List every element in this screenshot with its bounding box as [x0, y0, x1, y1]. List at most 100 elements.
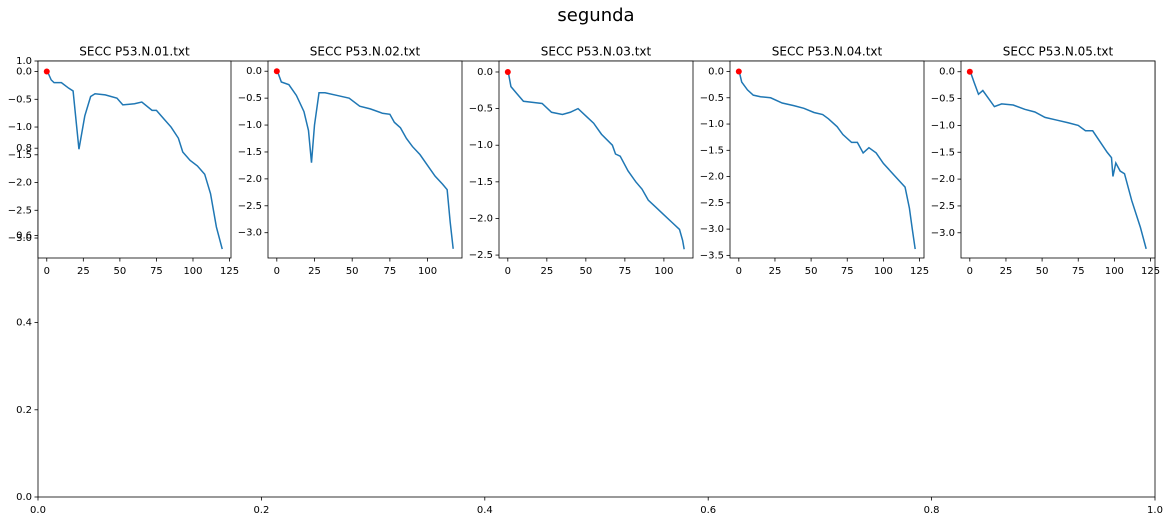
subplot-title: SECC P53.N.03.txt: [541, 45, 652, 59]
y-tick-label: −0.5: [238, 93, 262, 104]
y-tick-label: −1.5: [700, 145, 724, 156]
x-tick-label: 50: [114, 266, 127, 277]
plot-background: [961, 61, 1155, 258]
y-tick-label: −3.0: [931, 228, 955, 239]
y-tick-label: −1.0: [8, 122, 32, 133]
marker: [504, 68, 511, 75]
x-tick-label: 75: [619, 266, 632, 277]
x-tick-label: 0: [44, 266, 50, 277]
y-tick-label: 0.0: [16, 492, 32, 503]
line: [738, 69, 916, 250]
y-tick-label: 0.2: [16, 405, 32, 416]
y-tick-label: 0.0: [246, 66, 262, 77]
subplot-title: SECC P53.N.05.txt: [1003, 45, 1114, 59]
x-tick-label: 0: [274, 266, 280, 277]
x-tick-label: 100: [183, 266, 202, 277]
plot-background: [38, 61, 231, 258]
y-tick-label: −1.5: [931, 147, 955, 158]
marker: [735, 68, 742, 75]
x-tick-label: 75: [1072, 266, 1085, 277]
x-tick-label: 0: [967, 266, 973, 277]
x-tick-label: 0.4: [477, 505, 493, 516]
y-tick-label: −1.0: [931, 120, 955, 131]
y-tick-label: −1.5: [8, 150, 32, 161]
line: [276, 69, 454, 249]
y-tick-label: −3.0: [8, 233, 32, 244]
x-tick-label: 25: [77, 266, 90, 277]
x-tick-label: 25: [540, 266, 553, 277]
y-tick-label: 0.0: [477, 67, 493, 78]
x-tick-label: 50: [579, 266, 592, 277]
x-tick-label: 125: [910, 266, 929, 277]
line: [969, 69, 1147, 250]
plot-frame: [37, 60, 232, 259]
y-tick-label: −1.0: [700, 119, 724, 130]
y-tick-label: −2.5: [931, 201, 955, 212]
x-tick-label: 75: [384, 266, 397, 277]
x-tick-label: 0: [736, 266, 742, 277]
plot-background: [499, 61, 693, 258]
y-tick-label: −2.5: [238, 201, 262, 212]
x-tick-label: 100: [654, 266, 673, 277]
plot-background: [730, 61, 924, 258]
x-tick-label: 25: [308, 266, 321, 277]
y-tick-label: 0.8: [16, 143, 32, 154]
plot-frame: [960, 60, 1156, 259]
x-tick-label: 25: [1000, 266, 1013, 277]
y-tick-label: −2.0: [700, 172, 724, 183]
x-tick-label: 0.6: [700, 505, 716, 516]
marker: [273, 68, 280, 75]
y-tick-label: 0.6: [16, 230, 32, 241]
y-tick-label: −0.5: [931, 94, 955, 105]
x-tick-label: 50: [346, 266, 359, 277]
x-tick-label: 0: [505, 266, 511, 277]
x-tick-label: 0.8: [924, 505, 940, 516]
x-tick-label: 75: [150, 266, 163, 277]
y-tick-label: −3.0: [238, 228, 262, 239]
subplot-title: SECC P53.N.02.txt: [310, 45, 421, 59]
y-tick-label: −0.5: [8, 94, 32, 105]
x-tick-label: 100: [1105, 266, 1124, 277]
x-tick-label: 125: [1141, 266, 1160, 277]
y-tick-label: −2.0: [238, 174, 262, 185]
marker: [43, 68, 50, 75]
y-tick-label: −3.0: [700, 224, 724, 235]
x-tick-label: 1.0: [1147, 505, 1163, 516]
y-tick-label: −2.0: [469, 213, 493, 224]
y-tick-label: −0.5: [469, 104, 493, 115]
x-tick-label: 0.0: [30, 505, 46, 516]
plot-frame: [267, 60, 463, 259]
y-tick-label: −2.0: [8, 178, 32, 189]
y-tick-label: −2.5: [8, 205, 32, 216]
subplot-title: SECC P53.N.04.txt: [772, 45, 883, 59]
marker: [966, 68, 973, 75]
x-tick-label: 0.2: [253, 505, 269, 516]
x-tick-label: 75: [841, 266, 854, 277]
y-tick-label: −1.5: [469, 177, 493, 188]
x-tick-label: 25: [769, 266, 782, 277]
y-tick-label: −0.5: [700, 93, 724, 104]
x-tick-label: 125: [220, 266, 239, 277]
y-tick-label: −2.0: [931, 174, 955, 185]
line: [507, 69, 685, 250]
plot-background: [268, 61, 462, 258]
line: [46, 69, 223, 250]
y-tick-label: −1.0: [469, 140, 493, 151]
y-tick-label: −2.5: [469, 250, 493, 261]
plot-frame: [729, 60, 925, 259]
y-tick-label: 1.0: [16, 56, 32, 67]
y-tick-label: 0.0: [708, 67, 724, 78]
x-tick-label: 50: [805, 266, 818, 277]
x-tick-label: 100: [418, 266, 437, 277]
y-tick-label: 0.4: [16, 318, 32, 329]
x-tick-label: 100: [874, 266, 893, 277]
y-tick-label: −1.5: [238, 147, 262, 158]
x-tick-label: 50: [1036, 266, 1049, 277]
y-tick-label: 0.0: [939, 67, 955, 78]
subplot-title: SECC P53.N.01.txt: [79, 45, 190, 59]
y-tick-label: 0.0: [16, 67, 32, 78]
figure-title: segunda: [557, 5, 634, 26]
y-tick-label: −3.5: [700, 250, 724, 261]
y-tick-label: −1.0: [238, 120, 262, 131]
